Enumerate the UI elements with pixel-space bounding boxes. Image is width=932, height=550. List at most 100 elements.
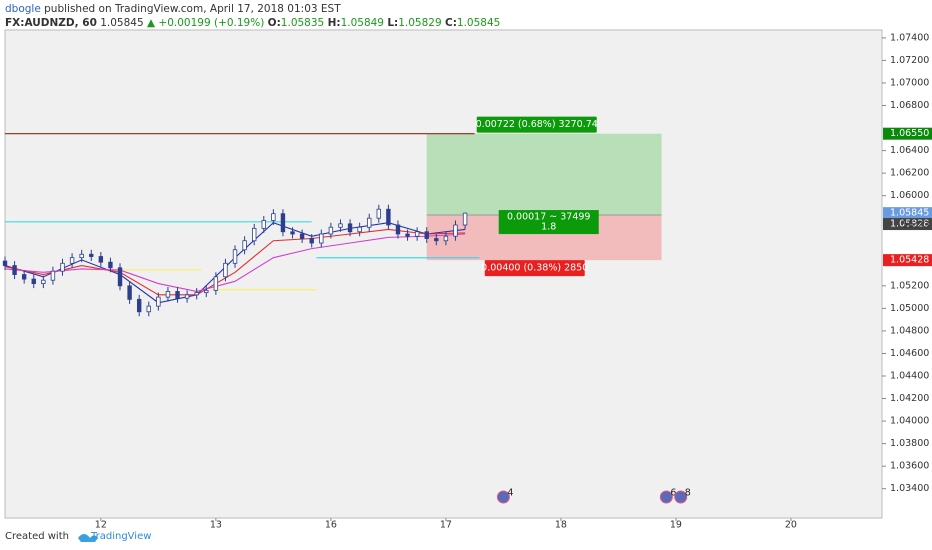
- created: Created with: [5, 531, 69, 542]
- event-label: 8: [685, 488, 691, 499]
- candle-body: [127, 285, 132, 300]
- x-tick-label: 17: [440, 520, 452, 531]
- candle-body: [79, 253, 84, 259]
- candle-body: [89, 253, 94, 257]
- y-tick-label: 1.07000: [890, 77, 929, 88]
- candle-body: [453, 224, 458, 237]
- y-tick-label: 1.05200: [890, 280, 929, 291]
- price-axis: [882, 30, 932, 518]
- candle-body: [386, 208, 391, 226]
- x-tick-label: 16: [325, 520, 337, 531]
- y-tick-label: 1.06400: [890, 145, 929, 156]
- event-label: 4: [507, 488, 513, 499]
- candle-body: [21, 274, 27, 280]
- price-tag-label: 1.05428: [890, 255, 929, 266]
- y-tick-label: 1.06200: [890, 168, 929, 179]
- candle-body: [338, 223, 343, 228]
- candle-body: [290, 231, 295, 235]
- change: ▲ +0.00199 (+0.19%): [147, 17, 265, 29]
- ratio-bg: [498, 210, 599, 235]
- candle-body: [213, 276, 219, 291]
- y-tick-label: 1.07400: [890, 32, 929, 43]
- candle-body: [367, 217, 372, 228]
- y-tick-label: 1.04600: [890, 348, 929, 359]
- candle-body: [443, 235, 449, 242]
- candle-body: [319, 233, 324, 244]
- candle-body: [204, 289, 209, 293]
- author: dbogle: [5, 3, 41, 15]
- y-tick-label: 1.04200: [890, 393, 929, 404]
- candle-body: [376, 208, 382, 219]
- y-tick-label: 1.06800: [890, 100, 929, 111]
- candle-body: [136, 298, 142, 313]
- candle-body: [117, 267, 123, 287]
- candle-body: [69, 257, 75, 264]
- candle-body: [31, 278, 36, 284]
- x-tick-label: 20: [785, 520, 797, 531]
- y-tick-label: 1.03600: [890, 461, 929, 472]
- candle-body: [156, 296, 161, 307]
- candle-body: [357, 226, 362, 233]
- x-tick-label: 13: [210, 520, 222, 531]
- y-tick-label: 1.03400: [890, 483, 929, 494]
- x-tick-label: 12: [95, 520, 107, 531]
- candle-body: [434, 238, 439, 242]
- last: 1.05845: [100, 17, 144, 29]
- candle-body: [146, 305, 151, 313]
- y-tick-label: 1.04400: [890, 370, 929, 381]
- candle-body: [347, 223, 353, 233]
- tv-logo: [78, 534, 98, 542]
- candle-body: [175, 291, 180, 299]
- brand: TradingView: [90, 531, 152, 542]
- candle-body: [41, 279, 46, 284]
- y-tick-label: 1.05000: [890, 303, 929, 314]
- candle-body: [252, 227, 257, 242]
- profit-zone: [426, 133, 662, 216]
- candle-body: [328, 226, 334, 235]
- price-tag-label: 1.06550: [890, 128, 929, 139]
- candle-body: [98, 256, 104, 263]
- candle-body: [50, 270, 56, 281]
- y-tick-label: 1.04800: [890, 325, 929, 336]
- x-tick-label: 19: [670, 520, 682, 531]
- ratio: 1.8: [541, 222, 556, 233]
- y-tick-label: 1.03800: [890, 438, 929, 449]
- candle-body: [108, 261, 113, 269]
- candle-body: [2, 260, 8, 266]
- candle-body: [309, 238, 314, 244]
- h-label: H:: [327, 17, 341, 29]
- ratio-label: 0.00017 ~ 37499: [507, 212, 591, 223]
- candle-body: [271, 213, 276, 221]
- price-tag-label: 1.05845: [890, 208, 929, 219]
- candle-body: [165, 291, 171, 298]
- event-icon: [674, 490, 688, 504]
- published: published on TradingView.com, April 17, …: [44, 3, 341, 15]
- price-tag: [883, 254, 932, 267]
- footer: Created with TradingView: [5, 531, 151, 542]
- header: dbogle published on TradingView.com, Apr…: [5, 2, 500, 30]
- plot-area: [4, 29, 883, 519]
- moving-average: [4, 233, 466, 293]
- event-icon: [659, 490, 673, 504]
- loss-label-bg: [484, 260, 585, 277]
- candle-body: [242, 240, 247, 251]
- c-label: C:: [444, 17, 457, 29]
- candle-body: [280, 213, 286, 233]
- candle-body: [261, 220, 266, 229]
- countdown: 56:23: [902, 220, 929, 231]
- candle-body: [405, 233, 410, 237]
- candle-body: [12, 265, 17, 275]
- profit-label-bg: [476, 116, 597, 133]
- loss-label: 0.00400 (0.38%) 2850: [481, 263, 588, 274]
- candle-body: [299, 233, 305, 239]
- symbol: FX:AUDNZD, 60: [5, 17, 97, 29]
- candle-body: [395, 224, 401, 235]
- event-icon: [496, 490, 510, 504]
- o: 1.05835: [280, 17, 325, 29]
- y-tick-label: 1.07200: [890, 55, 929, 66]
- profit-label: 0.00722 (0.68%) 3270.74: [476, 119, 598, 130]
- candle-body: [414, 231, 420, 237]
- l-label: L:: [387, 17, 399, 29]
- h: 1.05849: [340, 17, 384, 29]
